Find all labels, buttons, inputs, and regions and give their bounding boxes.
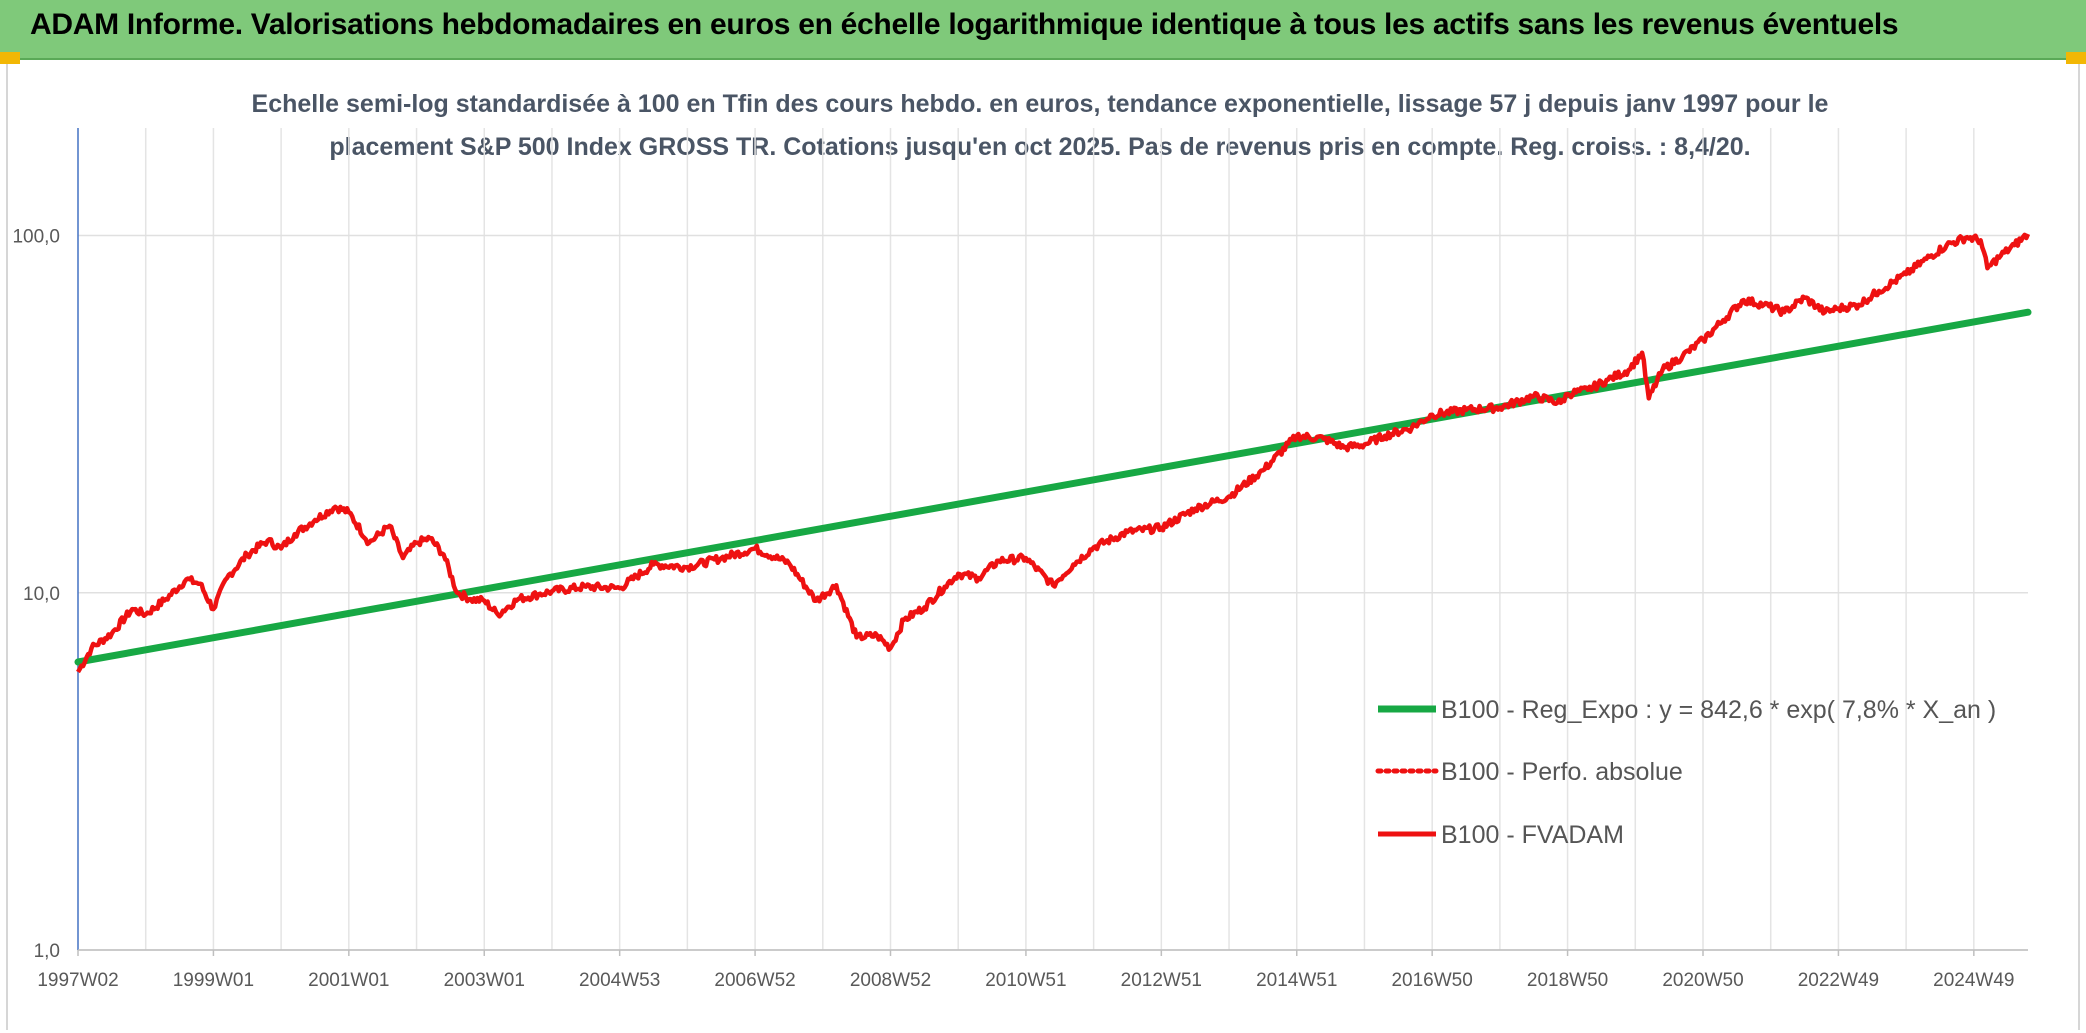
regression-trend-line xyxy=(74,308,2032,666)
x-tick-label: 2008W52 xyxy=(850,970,931,991)
x-tick-label: 2004W53 xyxy=(579,970,660,991)
chart-subtitle-line-1: Echelle semi-log standardisée à 100 en T… xyxy=(251,90,1829,118)
chart-frame xyxy=(6,64,2080,1030)
report-title: ADAM Informe. Valorisations hebdomadaire… xyxy=(30,8,1899,41)
x-tick-label: 2018W50 xyxy=(1527,970,1608,991)
corner-marker-right xyxy=(2066,52,2086,64)
x-tick-label: 2024W49 xyxy=(1933,970,2014,991)
x-tick-label: 2012W51 xyxy=(1121,970,1202,991)
x-tick-label: 2010W51 xyxy=(985,970,1066,991)
x-tick-label: 1999W01 xyxy=(173,970,254,991)
axes: 1,0 10,0 100,0 1997W02 1999W01 2001W01 2003W01… xyxy=(12,128,2028,991)
y-tick-label: 10,0 xyxy=(23,584,60,605)
legend-label-fvadam: B100 - FVADAM xyxy=(1441,821,1624,849)
corner-marker-left xyxy=(0,52,20,64)
report-banner: ADAM Informe. Valorisations hebdomadaire… xyxy=(0,0,2086,60)
x-tick-label: 2022W49 xyxy=(1798,970,1879,991)
legend-label-perfo-absolue: B100 - Perfo. absolue xyxy=(1441,758,1683,786)
x-tick-label: 1997W02 xyxy=(37,970,118,991)
x-tick-label: 2020W50 xyxy=(1662,970,1743,991)
x-tick-label: 2001W01 xyxy=(308,970,389,991)
legend-label-regression: B100 - Reg_Expo : y = 842,6 * exp( 7,8% … xyxy=(1441,696,1996,724)
series xyxy=(74,232,2032,674)
x-tick-label: 2003W01 xyxy=(444,970,525,991)
x-tick-label: 2014W51 xyxy=(1256,970,1337,991)
fvadam-series-line xyxy=(76,232,2031,674)
y-tick-label: 1,0 xyxy=(34,941,60,962)
x-tick-label: 2006W52 xyxy=(714,970,795,991)
chart-subtitle-line-2: placement S&P 500 Index GROSS TR. Cotati… xyxy=(329,133,1751,161)
y-tick-label: 100,0 xyxy=(12,227,60,248)
legend: B100 - Reg_Expo : y = 842,6 * exp( 7,8% … xyxy=(1375,696,1996,849)
x-tick-label: 2016W50 xyxy=(1391,970,1472,991)
